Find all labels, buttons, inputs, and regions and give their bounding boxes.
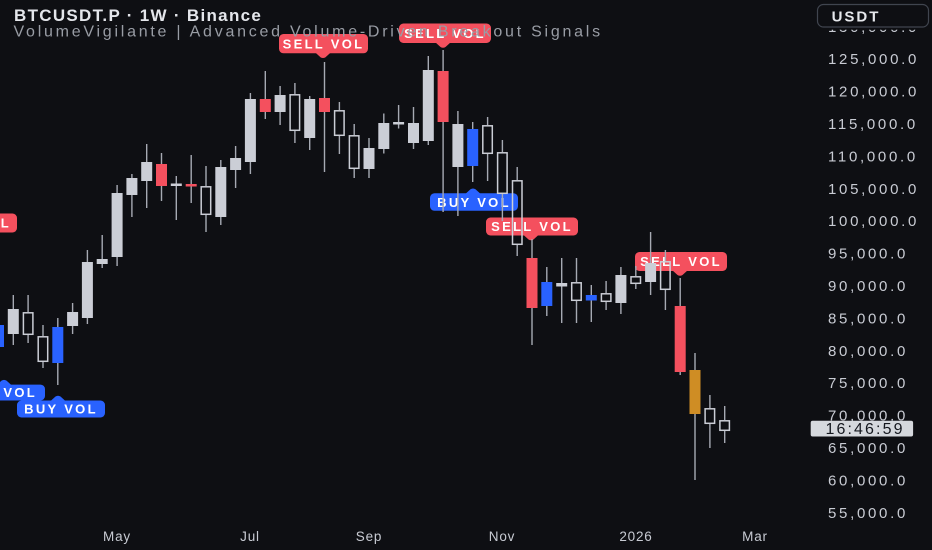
svg-text:May: May (103, 529, 131, 544)
svg-text:100,000.0: 100,000.0 (828, 213, 919, 230)
svg-text:BTCUSDT.P · 1W · Binance: BTCUSDT.P · 1W · Binance (14, 6, 262, 25)
svg-text:Mar: Mar (742, 529, 768, 544)
svg-text:Sep: Sep (356, 529, 382, 544)
svg-text:65,000.0: 65,000.0 (828, 440, 908, 457)
svg-text:125,000.0: 125,000.0 (828, 51, 919, 68)
svg-text:SELL VOL: SELL VOL (283, 36, 365, 51)
svg-text:BUY VOL: BUY VOL (0, 385, 37, 400)
svg-text:85,000.0: 85,000.0 (828, 310, 908, 327)
svg-text:BUY VOL: BUY VOL (24, 402, 98, 417)
svg-text:95,000.0: 95,000.0 (828, 246, 908, 263)
svg-text:SELL VOL: SELL VOL (404, 26, 486, 41)
svg-text:110,000.0: 110,000.0 (828, 148, 918, 165)
svg-text:Nov: Nov (489, 529, 515, 544)
svg-text:16:46:59: 16:46:59 (826, 421, 905, 438)
svg-text:2026: 2026 (619, 529, 652, 544)
svg-text:75,000.0: 75,000.0 (828, 375, 908, 392)
svg-text:115,000.0: 115,000.0 (828, 116, 918, 133)
svg-text:120,000.0: 120,000.0 (828, 84, 919, 101)
svg-text:SELL VOL: SELL VOL (491, 219, 573, 234)
svg-text:105,000.0: 105,000.0 (828, 181, 919, 198)
svg-text:BUY VOL: BUY VOL (437, 195, 511, 210)
svg-text:70,000.0: 70,000.0 (828, 408, 908, 425)
svg-text:Jul: Jul (240, 529, 260, 544)
svg-text:80,000.0: 80,000.0 (828, 343, 908, 360)
svg-text:SELL VOL: SELL VOL (0, 216, 11, 231)
svg-text:VolumeVigilante | Advanced Vol: VolumeVigilante | Advanced Volume-Driven… (14, 23, 603, 40)
svg-text:60,000.0: 60,000.0 (828, 472, 908, 489)
svg-text:90,000.0: 90,000.0 (828, 278, 908, 295)
svg-text:USDT: USDT (832, 9, 881, 26)
svg-text:55,000.0: 55,000.0 (828, 505, 908, 522)
